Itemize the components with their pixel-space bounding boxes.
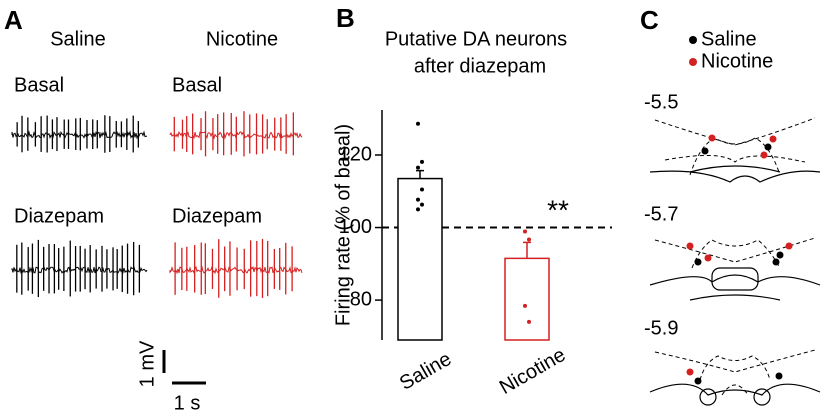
row-label: Diazepam [172, 205, 262, 227]
traces [11, 111, 303, 298]
y-axis-label: Firing rate (% of basal) [332, 124, 354, 326]
y-tick-label: 100 [339, 216, 372, 238]
data-point [527, 237, 531, 242]
recording-sites [686, 134, 793, 385]
data-point [416, 207, 420, 212]
data-point [416, 121, 420, 126]
row-label: Basal [14, 74, 64, 96]
error-bar [523, 241, 531, 259]
data-point [416, 197, 420, 202]
trace [11, 130, 148, 140]
x-tick-label: Nicotine [496, 344, 570, 399]
trace [169, 130, 303, 140]
section-label: -5.9 [644, 317, 678, 339]
chart-title: Putative DA neurons [385, 28, 567, 50]
data-point [523, 229, 527, 234]
column-label: Saline [50, 28, 106, 50]
row-label: Basal [172, 74, 222, 96]
y-tick-label: 80 [350, 288, 372, 310]
panel-label: B [336, 3, 355, 33]
bar-chart: 80 100 120 Saline Nicotine ** [339, 110, 612, 399]
legend-label: Saline [701, 28, 757, 50]
data-point [523, 303, 527, 308]
chart-title: after diazepam [414, 55, 546, 77]
data-point [420, 187, 424, 192]
bar [504, 257, 550, 341]
legend-swatch [689, 36, 697, 44]
row-label: Diazepam [14, 205, 104, 227]
trace [169, 265, 303, 275]
panel-label: C [640, 5, 659, 35]
legend-swatch [689, 58, 697, 66]
column-label: Nicotine [206, 28, 278, 50]
section-label: -5.5 [644, 91, 678, 113]
panel-label: A [4, 5, 23, 35]
scale-label: 1 s [174, 392, 201, 414]
section-label: -5.7 [644, 203, 678, 225]
data-point [416, 165, 420, 170]
y-tick-label: 120 [339, 143, 372, 165]
legend-label: Nicotine [701, 50, 773, 72]
x-tick-label: Saline [396, 348, 455, 395]
annotation: ** [547, 194, 569, 225]
brain-sections [649, 117, 821, 406]
bar [397, 177, 443, 341]
scale-label: 1 mV [136, 340, 158, 387]
data-point [420, 159, 424, 164]
data-point [527, 319, 531, 324]
error-bar [416, 169, 424, 179]
data-point [420, 202, 424, 207]
trace [11, 266, 148, 275]
